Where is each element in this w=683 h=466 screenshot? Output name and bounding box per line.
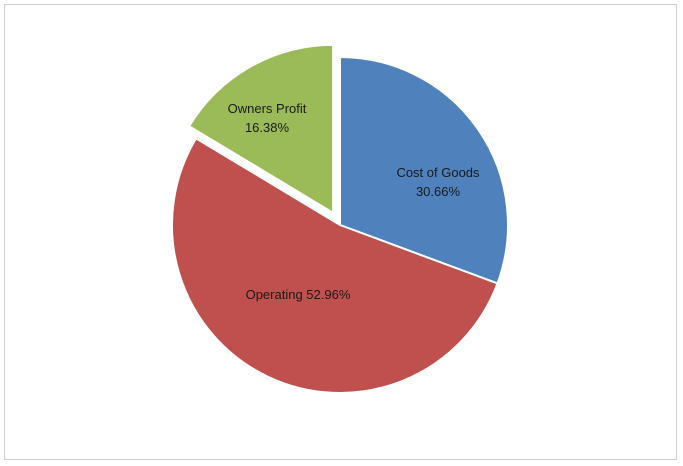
pie-slices	[171, 43, 509, 394]
data-label-owners-profit: Owners Profit 16.38%	[228, 101, 307, 135]
pie-slice-cost-of-goods	[339, 55, 509, 285]
data-label-cost-of-goods: Cost of Goods 30.66%	[396, 165, 480, 199]
pie-slice-operating	[171, 137, 499, 394]
pie-slice-owners-profit	[187, 43, 335, 215]
data-label-operating: Operating 52.96%	[246, 287, 351, 302]
pie-labels: Cost of Goods 30.66% Operating 52.96% Owner…	[228, 101, 480, 302]
